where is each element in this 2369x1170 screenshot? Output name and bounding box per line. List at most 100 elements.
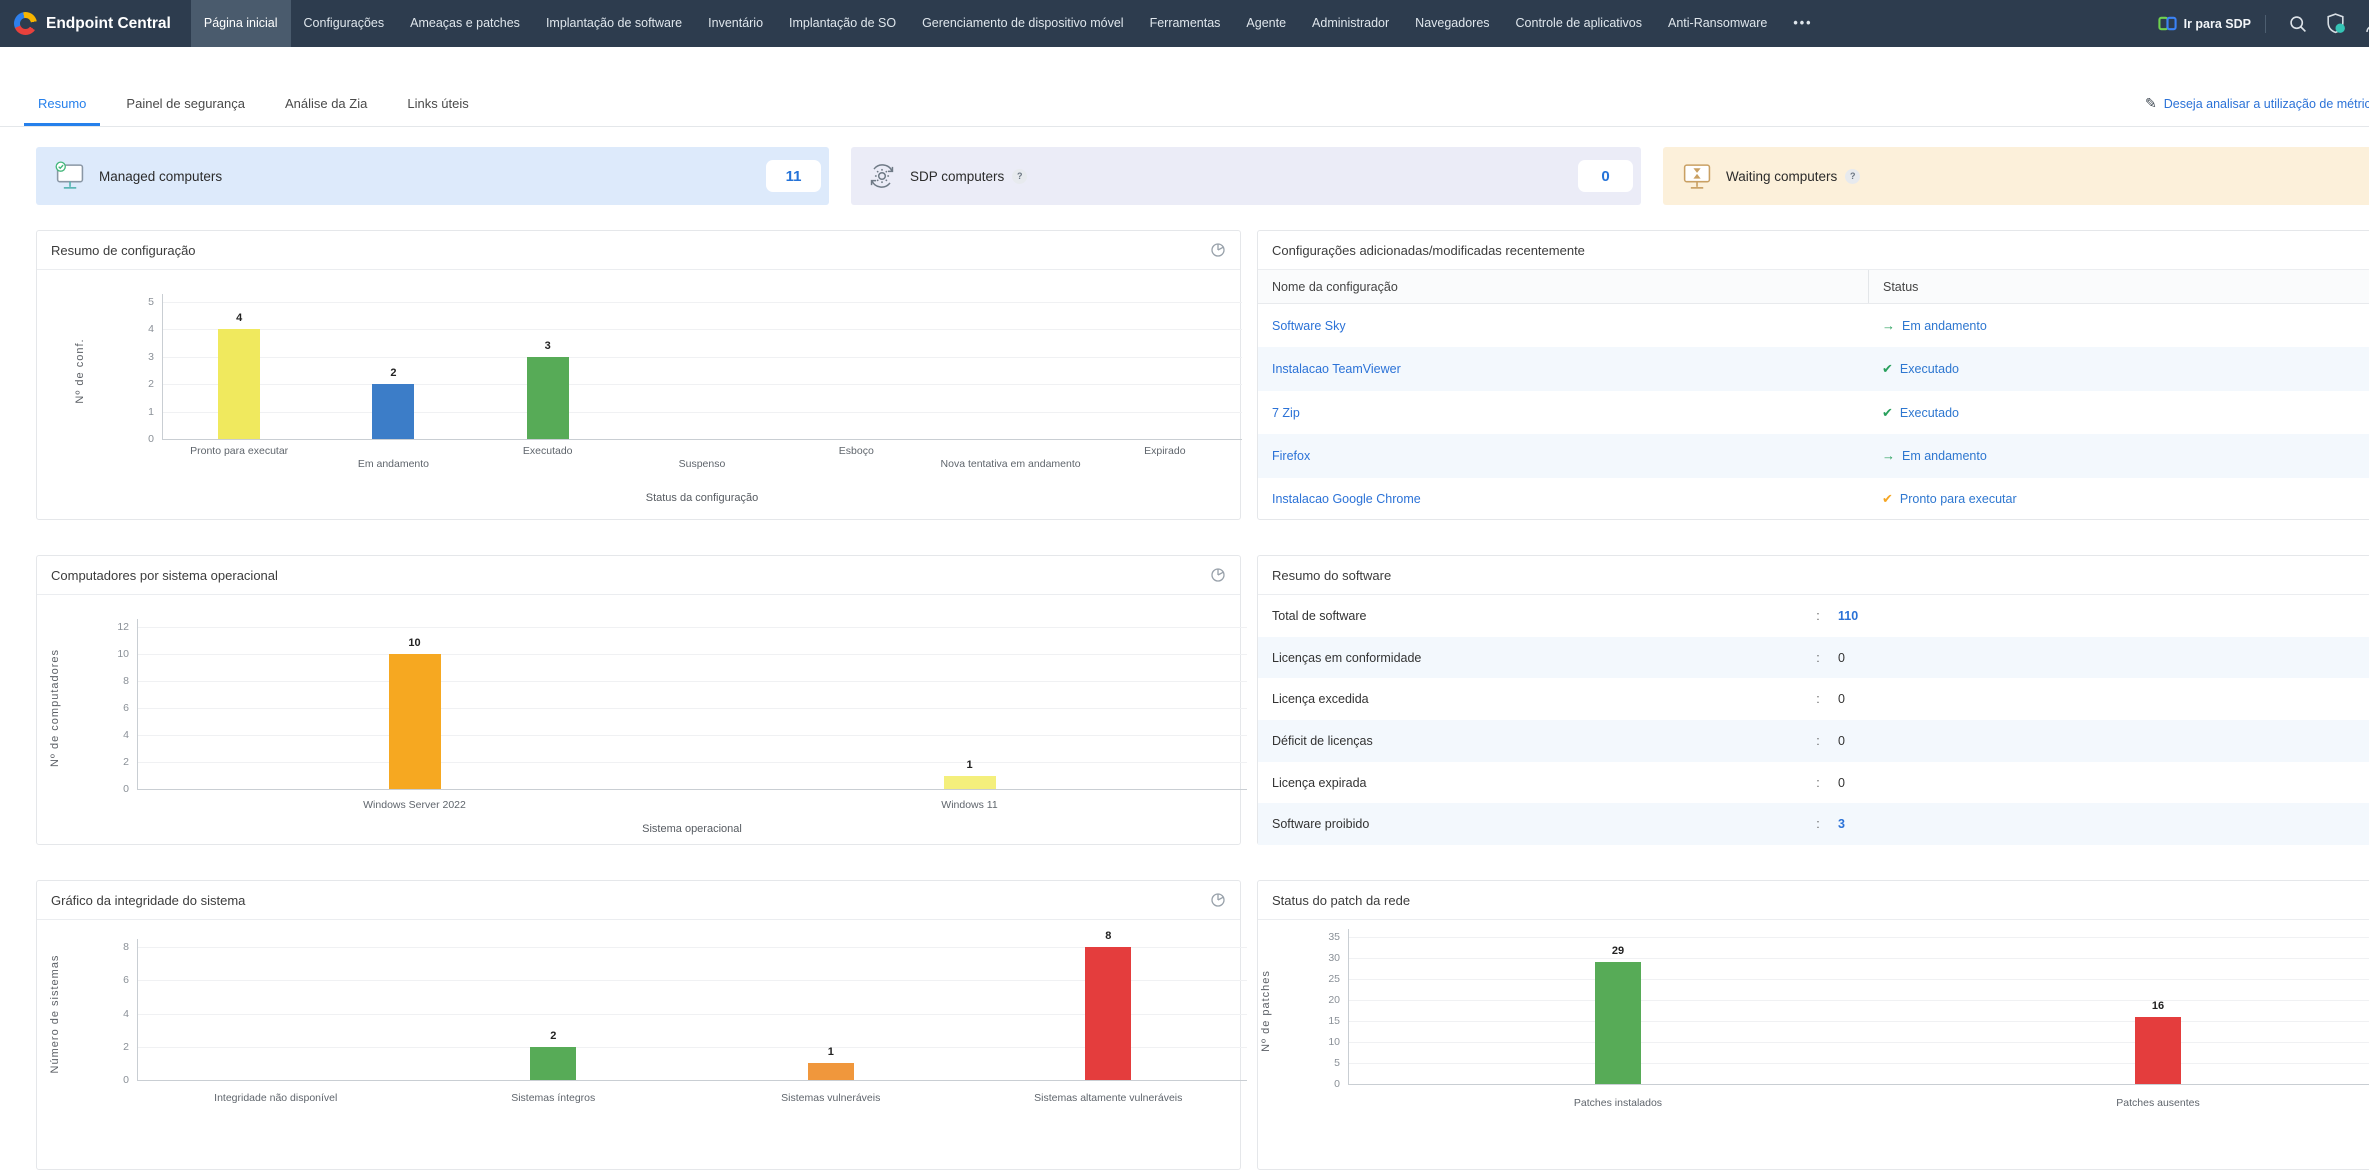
chart-bar-sistemas-altamente-vulneraveis[interactable] — [1085, 947, 1131, 1080]
y-axis-label: Nº de conf. — [74, 338, 86, 403]
x-category-label: Sistemas altamente vulneráveis — [940, 1092, 1278, 1104]
list-item: Licenças em conformidade:0 — [1258, 637, 2369, 679]
go-to-sdp-label: Ir para SDP — [2184, 17, 2251, 31]
pie-chart-toggle-icon[interactable] — [1210, 567, 1226, 583]
tab-links-uteis[interactable]: Links úteis — [393, 96, 482, 126]
list-item: Software proibido:3 — [1258, 803, 2369, 845]
gridline — [162, 357, 1242, 358]
pie-chart-toggle-icon[interactable] — [1210, 892, 1226, 908]
y-tick-label: 5 — [1308, 1057, 1340, 1069]
status-label: Em andamento — [1902, 449, 1987, 463]
y-axis-label: Nº de computadores — [49, 649, 61, 767]
gridline — [137, 947, 1247, 948]
chart-bar-sistemas-vulneraveis[interactable] — [808, 1063, 854, 1080]
nav-item-administrador[interactable]: Administrador — [1299, 0, 1402, 47]
y-tick-label: 6 — [97, 974, 129, 986]
tab-resumo[interactable]: Resumo — [24, 96, 100, 126]
config-name-link[interactable]: Instalacao Google Chrome — [1272, 492, 1421, 506]
nav-item-ameacas-e-patches[interactable]: Ameaças e patches — [397, 0, 533, 47]
nav-item-configuracoes[interactable]: Configurações — [291, 0, 398, 47]
chart-bar-pronto-para-executar[interactable] — [218, 329, 260, 439]
x-category-label: Windows Server 2022 — [107, 799, 722, 811]
patch-status-title: Status do patch da rede — [1272, 893, 1410, 908]
nav-item-navegadores[interactable]: Navegadores — [1402, 0, 1502, 47]
chart-bar-windows-11[interactable] — [944, 776, 996, 790]
x-category-label: Patches instalados — [1318, 1097, 1918, 1109]
security-shield-icon[interactable] — [2324, 12, 2347, 35]
user-account-icon[interactable] — [2363, 13, 2369, 35]
x-category-label: Suspenso — [595, 458, 809, 470]
pie-chart-toggle-icon[interactable] — [1210, 242, 1226, 258]
x-axis-line — [137, 1080, 1247, 1081]
x-category-label: Em andamento — [286, 458, 500, 470]
nav-item-agente[interactable]: Agente — [1233, 0, 1299, 47]
status-label: Executado — [1900, 406, 1959, 420]
nav-item-pagina-inicial[interactable]: Página inicial — [191, 0, 291, 47]
y-tick-label: 3 — [122, 351, 154, 363]
nav-item-inventario[interactable]: Inventário — [695, 0, 776, 47]
x-axis-line — [162, 439, 1242, 440]
colon-separator: : — [1798, 651, 1838, 665]
status-arrow-icon: → — [1882, 448, 1895, 463]
gridline — [137, 654, 1247, 655]
nav-item-gerenciamento-de-dispositivo-movel[interactable]: Gerenciamento de dispositivo móvel — [909, 0, 1137, 47]
gridline — [137, 1014, 1247, 1015]
table-row: Firefox → Em andamento — [1258, 434, 2369, 477]
y-tick-label: 0 — [97, 1074, 129, 1086]
bar-value-label: 1 — [940, 759, 1000, 771]
tab-analise-da-zia[interactable]: Análise da Zia — [271, 96, 381, 126]
nav-item-implantacao-de-so[interactable]: Implantação de SO — [776, 0, 909, 47]
software-summary-title: Resumo do software — [1272, 568, 1391, 583]
config-summary-panel: Resumo de configuração Nº de conf.012345… — [36, 230, 1241, 520]
managed-computers-value[interactable]: 11 — [766, 160, 821, 192]
y-tick-label: 12 — [97, 621, 129, 633]
tab-painel-de-seguranca[interactable]: Painel de segurança — [112, 96, 259, 126]
chart-bar-em-andamento[interactable] — [372, 384, 414, 439]
config-name-link[interactable]: 7 Zip — [1272, 406, 1300, 420]
x-category-label: Expirado — [1058, 445, 1272, 457]
x-axis-label: Sistema operacional — [137, 823, 1247, 835]
gridline — [137, 627, 1247, 628]
go-to-sdp-button[interactable]: Ir para SDP — [2158, 14, 2251, 33]
nav-more-menu[interactable]: ••• — [1780, 0, 1825, 47]
y-tick-label: 4 — [122, 323, 154, 335]
search-icon[interactable] — [2288, 14, 2308, 34]
software-metric-value: 0 — [1838, 651, 1845, 665]
list-item: Licença excedida:0 — [1258, 678, 2369, 720]
nav-item-ferramentas[interactable]: Ferramentas — [1137, 0, 1234, 47]
chart-bar-windows-server-2022[interactable] — [389, 654, 441, 789]
y-tick-label: 8 — [97, 941, 129, 953]
analyze-metrics-link[interactable]: ✎ Deseja analisar a utilização de métric — [2145, 95, 2369, 112]
bar-value-label: 2 — [523, 1030, 583, 1042]
config-name-link[interactable]: Firefox — [1272, 449, 1310, 463]
edit-pencil-icon: ✎ — [2145, 95, 2157, 112]
list-item: Total de software:110 — [1258, 595, 2369, 637]
colon-separator: : — [1798, 609, 1838, 623]
chart-bar-patches-instalados[interactable] — [1595, 962, 1641, 1084]
y-tick-label: 0 — [122, 433, 154, 445]
chart-bar-sistemas-integros[interactable] — [530, 1047, 576, 1080]
nav-item-controle-de-aplicativos[interactable]: Controle de aplicativos — [1503, 0, 1655, 47]
software-metric-value[interactable]: 3 — [1838, 817, 1845, 831]
waiting-computers-card[interactable]: Waiting computers ? — [1663, 147, 2369, 205]
sdp-computers-card[interactable]: SDP computers ? 0 — [851, 147, 1641, 205]
status-label: Em andamento — [1902, 319, 1987, 333]
chart-bar-executado[interactable] — [527, 357, 569, 439]
sdp-computers-help-icon[interactable]: ? — [1012, 169, 1027, 184]
managed-computers-card[interactable]: Managed computers 11 — [36, 147, 829, 205]
tab-bar: Resumo Painel de segurança Análise da Zia L… — [0, 47, 2369, 127]
waiting-computers-help-icon[interactable]: ? — [1845, 169, 1860, 184]
software-metric-value[interactable]: 110 — [1838, 609, 1858, 623]
y-tick-label: 4 — [97, 729, 129, 741]
sdp-computers-value[interactable]: 0 — [1578, 160, 1633, 192]
nav-menu: Página inicialConfiguraçõesAmeaças e pat… — [191, 0, 1826, 47]
nav-item-implantacao-de-software[interactable]: Implantação de software — [533, 0, 695, 47]
chart-bar-patches-ausentes[interactable] — [2135, 1017, 2181, 1084]
config-summary-header: Resumo de configuração — [37, 231, 1240, 270]
nav-item-anti-ransomware[interactable]: Anti-Ransomware — [1655, 0, 1780, 47]
y-axis-line — [1348, 929, 1349, 1084]
sdp-computers-label: SDP computers — [910, 169, 1004, 184]
config-name-link[interactable]: Software Sky — [1272, 319, 1346, 333]
y-tick-label: 20 — [1308, 994, 1340, 1006]
config-name-link[interactable]: Instalacao TeamViewer — [1272, 362, 1401, 376]
